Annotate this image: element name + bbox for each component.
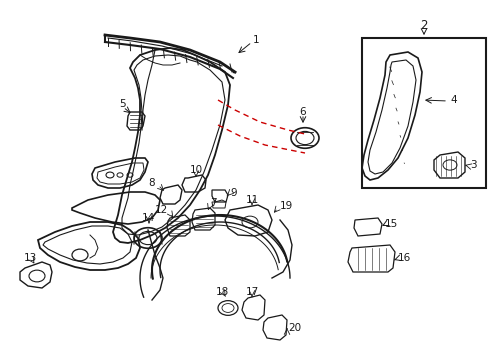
Text: 20: 20: [288, 323, 301, 333]
Text: 14: 14: [142, 213, 155, 223]
Text: 18: 18: [216, 287, 229, 297]
Text: 12: 12: [155, 205, 168, 215]
Text: 5: 5: [119, 99, 125, 109]
Text: 17: 17: [245, 287, 259, 297]
Bar: [362, 38, 486, 188]
Text: 3: 3: [470, 160, 477, 170]
Text: 15: 15: [385, 219, 398, 229]
Text: 11: 11: [245, 195, 259, 205]
Text: 1: 1: [253, 35, 260, 45]
Text: 13: 13: [24, 253, 37, 263]
Text: 8: 8: [148, 178, 155, 188]
Text: 10: 10: [190, 165, 202, 175]
Text: 19: 19: [280, 201, 293, 211]
Text: 4: 4: [450, 95, 457, 105]
Text: 16: 16: [398, 253, 411, 263]
Text: 2: 2: [420, 18, 428, 32]
Text: 7: 7: [210, 198, 217, 208]
Text: 9: 9: [230, 188, 237, 198]
Text: 6: 6: [300, 107, 306, 117]
